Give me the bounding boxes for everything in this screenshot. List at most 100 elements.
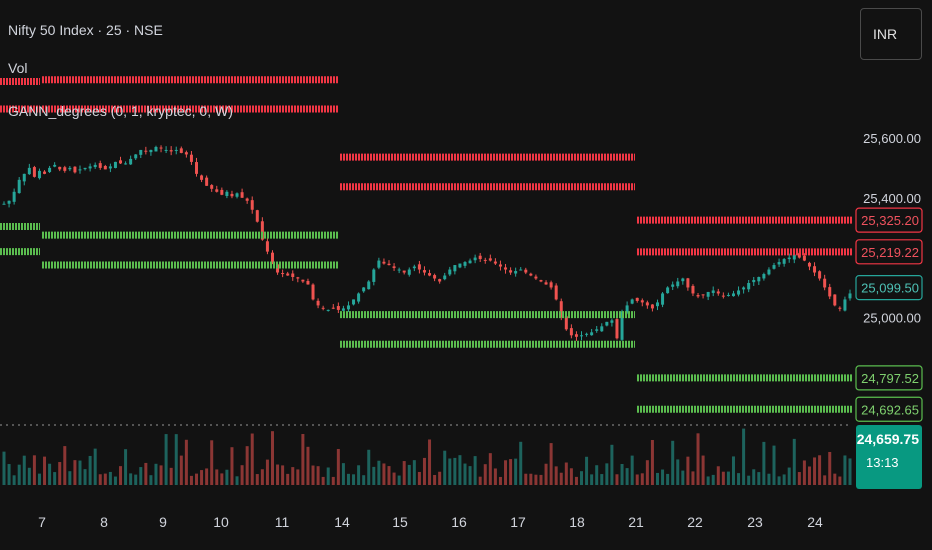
volume-bar [270, 431, 274, 485]
volume-bar [813, 457, 817, 485]
candle-body [458, 263, 462, 268]
volume-bar [504, 460, 508, 485]
volume-bar [726, 471, 730, 485]
candle-body [154, 146, 158, 152]
candle-body [113, 161, 117, 168]
candle-body [635, 297, 639, 301]
volume-bar [281, 465, 285, 485]
time-tick-label: 21 [628, 514, 644, 530]
volume-bar [615, 474, 619, 485]
volume-bar [686, 456, 690, 485]
candle-body [291, 273, 295, 278]
volume-bar [757, 472, 761, 485]
candle-body [650, 304, 654, 309]
symbol-title[interactable]: Nifty 50 Index · 25 · NSE [8, 22, 163, 38]
candle-body [189, 154, 193, 162]
time-tick-label: 23 [747, 514, 763, 530]
volume-bar [559, 472, 563, 485]
candle-body [666, 287, 670, 294]
volume-bar [32, 455, 36, 485]
volume-bar [524, 473, 528, 485]
volume-bar [671, 440, 675, 485]
volume-bar [509, 459, 513, 485]
candle-body [412, 266, 416, 269]
candle-body [473, 257, 477, 261]
candle-body [681, 278, 685, 282]
volume-bar [392, 472, 396, 485]
volume-bar [245, 446, 249, 485]
volume-bar [742, 428, 746, 485]
volume-bar [291, 467, 295, 485]
candle-body [813, 266, 817, 273]
volume-bar [818, 455, 822, 485]
volume-bar [767, 473, 771, 485]
volume-bar [260, 469, 264, 485]
candle-body [260, 221, 264, 240]
currency-button[interactable]: INR [860, 8, 922, 60]
volume-bar [377, 460, 381, 485]
candle-body [210, 185, 214, 189]
candle-body [265, 241, 269, 252]
candle-body [792, 254, 796, 260]
volume-bar [98, 474, 102, 485]
volume-bar [352, 474, 356, 485]
volume-bar [250, 433, 254, 485]
volume-bar [7, 464, 11, 485]
candle-body [68, 167, 72, 170]
candle-body [286, 273, 290, 276]
candle-body [108, 166, 112, 169]
candle-body [721, 295, 725, 297]
volume-bar [412, 460, 416, 485]
volume-bar [574, 476, 578, 485]
volume-bar [752, 469, 756, 485]
candle-body [453, 265, 457, 272]
candle-body [407, 269, 411, 275]
volume-bar [189, 475, 193, 485]
volume-bar [792, 438, 796, 485]
candle-body [169, 150, 173, 152]
indicator-legend[interactable]: GANN_degrees (0, 1, kryptec, 0, W) [8, 103, 233, 119]
candlesticks [2, 145, 852, 341]
candle-body [382, 261, 386, 264]
volume-bar [681, 470, 685, 485]
time-tick-label: 10 [213, 514, 229, 530]
candle-body [529, 273, 533, 276]
volume-bar [154, 463, 158, 485]
candle-body [392, 266, 396, 269]
candle-body [726, 294, 730, 296]
time-tick-label: 15 [392, 514, 408, 530]
time-tick-label: 22 [687, 514, 703, 530]
candle-body [88, 166, 92, 169]
volume-bar [488, 453, 492, 485]
volume-bar [174, 434, 178, 485]
volume-bar [68, 471, 72, 485]
volume-bar [235, 476, 239, 485]
candle-body [7, 200, 11, 204]
candle-body [281, 273, 285, 275]
candle-body [752, 280, 756, 283]
candle-body [544, 282, 548, 285]
candle-body [559, 301, 563, 318]
volume-bar [554, 466, 558, 485]
candle-body [443, 275, 447, 280]
candle-body [580, 335, 584, 337]
volume-bar [645, 460, 649, 485]
volume-bar [716, 466, 720, 485]
candle-body [220, 189, 224, 195]
candle-body [53, 164, 57, 167]
volume-bar [48, 463, 52, 485]
price-tick-label: 25,600.00 [863, 131, 921, 146]
volume-bar [37, 473, 41, 485]
volume-bar [382, 463, 386, 485]
volume-bar [473, 456, 477, 485]
time-tick-label: 24 [807, 514, 823, 530]
volume-bar [833, 473, 837, 485]
volume-bar [220, 473, 224, 485]
volume-bar [83, 469, 87, 485]
volume-legend[interactable]: Vol [8, 60, 28, 76]
candle-body [564, 316, 568, 330]
price-label-support: 24,797.52 [861, 371, 919, 386]
candle-body [600, 326, 604, 332]
price-label-current: 25,099.50 [861, 281, 919, 296]
